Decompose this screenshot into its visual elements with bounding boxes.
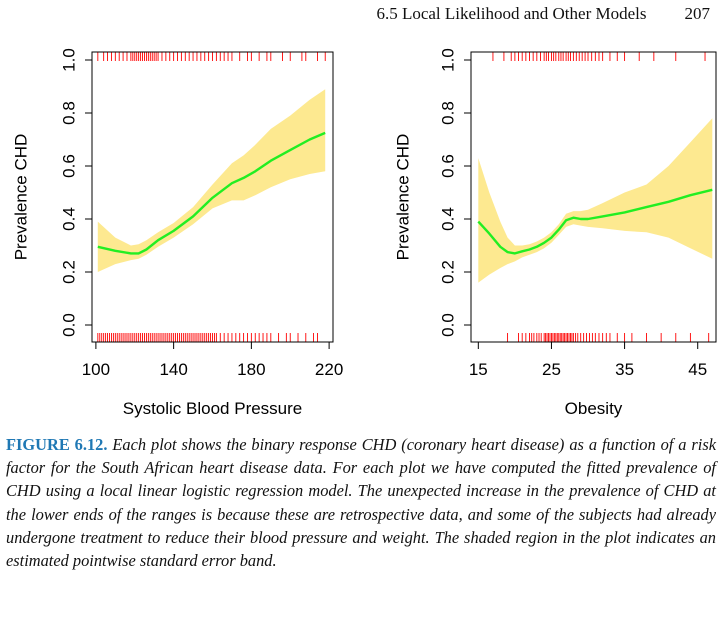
- y-tick-label: 1.0: [59, 48, 78, 72]
- y-tick-label: 0.6: [438, 154, 457, 178]
- x-tick-label: 15: [469, 360, 488, 379]
- caption-text: Each plot shows the binary response CHD …: [6, 435, 716, 571]
- y-tick-label: 0.6: [59, 154, 78, 178]
- x-tick-label: 180: [237, 360, 265, 379]
- figure-caption: FIGURE 6.12. Each plot shows the binary …: [6, 433, 716, 572]
- x-tick-label: 25: [542, 360, 561, 379]
- page-number: 207: [684, 4, 711, 23]
- figure-plots: 100 140 180 220 Systolic Blood Pressure 0.0 0.…: [11, 48, 717, 418]
- x-tick-label: 100: [82, 360, 110, 379]
- section-title: 6.5 Local Likelihood and Other Models: [376, 4, 647, 23]
- y-tick-label: 0.4: [59, 207, 78, 231]
- figure-label: FIGURE 6.12.: [6, 435, 108, 454]
- fitted-prevalence-line: [97, 131, 326, 255]
- x-tick-label: 45: [688, 360, 707, 379]
- x-tick-label: 35: [615, 360, 634, 379]
- x-tick-label: 140: [159, 360, 187, 379]
- y-tick-label: 1.0: [438, 48, 457, 72]
- y-axis-label: Prevalence CHD: [11, 134, 30, 261]
- x-tick-label: 220: [315, 360, 343, 379]
- y-axis-label: Prevalence CHD: [393, 134, 412, 261]
- y-tick-label: 0.2: [59, 260, 78, 284]
- error-band: [478, 118, 713, 283]
- x-axis-label: Systolic Blood Pressure: [123, 399, 303, 418]
- y-tick-label: 0.8: [59, 101, 78, 125]
- x-axis-label: Obesity: [565, 399, 623, 418]
- chart-panel-1: 100 140 180 220 Systolic Blood Pressure 0.0 0.…: [11, 48, 343, 418]
- y-tick-label: 0.0: [438, 313, 457, 337]
- chart-panel-2: 15 25 35 45 Obesity 0.0 0.2 0.4 0.6 0.8 1.0 Prevale…: [393, 48, 717, 418]
- error-band: [97, 89, 326, 272]
- y-tick-label: 0.2: [438, 260, 457, 284]
- fitted-prevalence-line: [477, 188, 713, 255]
- y-tick-label: 0.8: [438, 101, 457, 125]
- y-tick-label: 0.0: [59, 313, 78, 337]
- y-tick-label: 0.4: [438, 207, 457, 231]
- running-header: 6.5 Local Likelihood and Other Models 207: [376, 4, 710, 24]
